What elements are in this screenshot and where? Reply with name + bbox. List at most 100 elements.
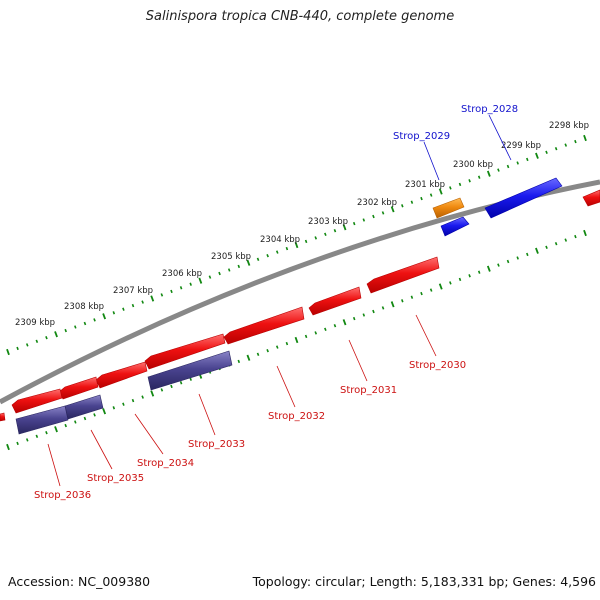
gene-label-strop-2031[interactable]: Strop_2031 (340, 385, 397, 396)
outer-tick-ring (6, 134, 587, 356)
gene-label-strop-2034[interactable]: Strop_2034 (137, 458, 194, 469)
tick-mark (160, 388, 164, 392)
tick-mark (526, 157, 529, 162)
tick-mark (535, 152, 539, 159)
tick-mark (35, 339, 39, 343)
tick-mark (526, 252, 529, 257)
tick-mark (420, 196, 423, 201)
gene-feature-strop-2028[interactable] (484, 177, 563, 219)
gene-label-strop-2036[interactable]: Strop_2036 (34, 490, 91, 501)
tick-mark (574, 234, 577, 239)
gene-feature-red-left-edge[interactable] (0, 412, 6, 422)
tick-mark (285, 246, 289, 251)
tick-mark (141, 395, 144, 399)
genome-summary-text: Topology: circular; Length: 5,183,331 bp… (252, 574, 596, 589)
gene-label-strop-2029[interactable]: Strop_2029 (393, 131, 450, 142)
tick-label: 2300 kbp (453, 160, 493, 170)
tick-mark (304, 239, 308, 244)
tick-mark (477, 270, 481, 274)
tick-mark (45, 431, 48, 435)
tick-mark (545, 150, 548, 154)
tick-mark (227, 268, 231, 272)
leader-strop-2028 (488, 114, 512, 161)
tick-mark (477, 175, 481, 179)
tick-mark (179, 381, 183, 385)
tick-mark (150, 295, 155, 302)
gene-feature-strop-2031[interactable] (308, 286, 362, 316)
gene-feature-strop-2032[interactable] (223, 306, 305, 345)
tick-mark (420, 291, 423, 296)
tick-mark (333, 324, 337, 328)
gene-feature-strop-2036-other[interactable] (15, 405, 69, 435)
tick-mark (324, 232, 327, 236)
tick-mark (275, 250, 279, 254)
tick-mark (362, 218, 366, 222)
tick-mark (410, 295, 414, 299)
tick-mark (160, 293, 164, 297)
tick-mark (25, 343, 29, 347)
footer: Accession: NC_009380 Topology: circular;… (8, 574, 596, 590)
gene-label-strop-2035[interactable]: Strop_2035 (87, 473, 144, 484)
tick-mark (314, 236, 318, 240)
tick-mark (266, 349, 269, 353)
accession-text: Accession: NC_009380 (8, 574, 151, 589)
tick-mark (189, 377, 192, 381)
tick-mark (102, 408, 107, 415)
tick-mark (170, 289, 173, 294)
gene-feature-strop-2035[interactable] (58, 376, 99, 400)
gene-feature-strop-2029[interactable] (432, 197, 465, 219)
gene-label-strop-2028[interactable]: Strop_2028 (461, 104, 518, 115)
tick-mark (564, 238, 568, 242)
tick-mark (342, 224, 347, 231)
tick-mark (497, 168, 500, 172)
tick-mark (486, 170, 491, 177)
gene-label-strop-2032[interactable]: Strop_2032 (268, 411, 325, 422)
tick-mark (516, 161, 519, 165)
tick-mark (275, 345, 279, 349)
tick-mark (208, 275, 212, 279)
tick-mark (390, 301, 395, 308)
tick-mark (372, 214, 375, 219)
tick-mark (74, 325, 77, 329)
tick-mark (583, 134, 587, 142)
tick-mark (458, 277, 462, 282)
tick-mark (294, 336, 299, 344)
tick-mark (237, 264, 241, 269)
tick-mark (497, 263, 500, 267)
tick-mark (583, 229, 587, 237)
leader-strop-2030 (415, 314, 437, 357)
gene-feature-blue-small[interactable] (440, 216, 470, 237)
tick-mark (64, 328, 67, 333)
tick-mark (390, 206, 395, 213)
tick-label: 2303 kbp (308, 217, 348, 227)
gene-feature-strop-2030[interactable] (366, 256, 440, 294)
gene-feature-red-edge[interactable] (582, 189, 600, 207)
tick-label: 2299 kbp (501, 141, 541, 151)
leader-strop-2034 (134, 413, 164, 455)
tick-mark (304, 334, 308, 339)
gene-feature-strop-2033-other[interactable] (147, 350, 233, 391)
tick-mark (246, 354, 251, 361)
gene-feature-strop-2033[interactable] (144, 333, 226, 370)
tick-label: 2305 kbp (211, 252, 251, 262)
tick-mark (198, 277, 203, 284)
tick-label: 2307 kbp (113, 286, 153, 296)
tick-mark (74, 420, 77, 424)
tick-mark (16, 441, 19, 446)
tick-mark (564, 143, 568, 147)
gene-feature-strop-2034[interactable] (95, 361, 148, 389)
tick-mark (170, 384, 173, 389)
gene-feature-strop-2036[interactable] (11, 388, 63, 414)
tick-mark (438, 188, 443, 195)
tick-mark (54, 426, 58, 433)
tick-mark (256, 257, 260, 261)
gene-label-strop-2030[interactable]: Strop_2030 (409, 360, 466, 371)
gene-label-strop-2033[interactable]: Strop_2033 (188, 439, 245, 450)
gene-feature-strop-2035-other[interactable] (64, 394, 104, 420)
tick-mark (122, 402, 125, 406)
tick-mark (535, 247, 539, 254)
tick-mark (54, 331, 58, 338)
tick-mark (333, 229, 337, 233)
label-leaders (47, 114, 512, 487)
